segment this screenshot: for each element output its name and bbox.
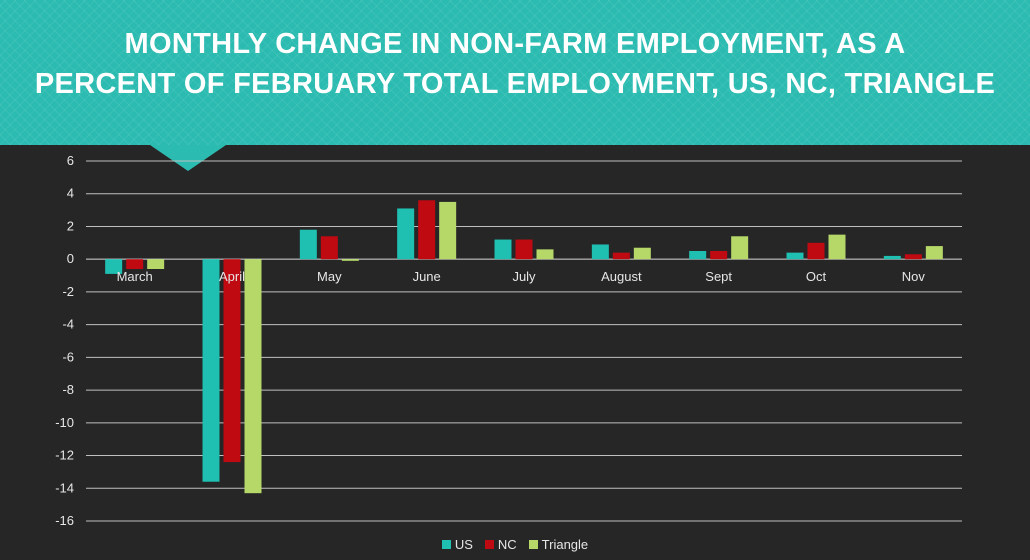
y-tick-label: -10 bbox=[55, 415, 74, 430]
x-category-label: July bbox=[512, 269, 536, 284]
y-tick-label: 0 bbox=[67, 251, 74, 266]
bar-nc-oct bbox=[807, 242, 825, 260]
legend-label: NC bbox=[497, 537, 517, 552]
bar-nc-july bbox=[515, 239, 533, 260]
bar-triangle-april bbox=[244, 259, 262, 494]
y-tick-label: 4 bbox=[67, 186, 74, 201]
y-tick-label: -6 bbox=[62, 349, 74, 364]
bar-nc-april bbox=[223, 259, 241, 463]
y-tick-label: -16 bbox=[55, 513, 74, 528]
bar-nc-august bbox=[612, 252, 630, 260]
legend-swatch bbox=[484, 540, 494, 549]
bar-triangle-oct bbox=[828, 234, 846, 260]
x-category-label: May bbox=[317, 269, 342, 284]
x-category-label: Nov bbox=[902, 269, 926, 284]
bar-triangle-august bbox=[633, 247, 651, 260]
bar-triangle-july bbox=[536, 249, 554, 260]
x-category-label: Oct bbox=[806, 269, 827, 284]
bar-us-march bbox=[105, 259, 123, 274]
legend: US NC Triangle bbox=[0, 537, 1030, 552]
bar-triangle-march bbox=[147, 259, 165, 269]
bar-triangle-sept bbox=[731, 236, 749, 260]
bar-triangle-may bbox=[341, 259, 359, 261]
category-labels: March April May June July August Sept Oct Nov bbox=[117, 269, 926, 284]
bar-triangle-june bbox=[439, 201, 457, 260]
bar-us-nov bbox=[883, 255, 901, 260]
bar-us-april bbox=[202, 259, 220, 482]
legend-label: Triangle bbox=[541, 537, 589, 552]
bar-nc-march bbox=[126, 259, 144, 269]
bars bbox=[105, 200, 943, 494]
x-category-label: June bbox=[413, 269, 441, 284]
y-tick-label: -12 bbox=[55, 448, 74, 463]
title-banner bbox=[0, 0, 1030, 145]
bar-us-june bbox=[397, 208, 415, 260]
x-category-label: April bbox=[219, 269, 245, 284]
x-category-label: Sept bbox=[705, 269, 732, 284]
y-tick-label: 6 bbox=[67, 153, 74, 168]
legend-item-triangle: Triangle bbox=[528, 537, 589, 552]
chart-title-line-2: PERCENT OF FEBRUARY TOTAL EMPLOYMENT, US… bbox=[34, 68, 996, 100]
bar-nc-sept bbox=[710, 251, 728, 260]
bar-nc-june bbox=[418, 200, 436, 260]
chart-title-line-1: MONTHLY CHANGE IN NON-FARM EMPLOYMENT, A… bbox=[124, 28, 906, 60]
y-tick-label: 2 bbox=[67, 218, 74, 233]
x-category-label: March bbox=[117, 269, 153, 284]
bar-nc-nov bbox=[904, 254, 922, 260]
bar-us-oct bbox=[786, 252, 804, 260]
legend-label: US bbox=[454, 537, 473, 552]
legend-item-nc: NC bbox=[484, 537, 517, 552]
y-tick-label: -2 bbox=[62, 284, 74, 299]
bar-nc-may bbox=[320, 236, 338, 260]
bar-us-august bbox=[591, 244, 609, 260]
legend-item-us: US bbox=[441, 537, 473, 552]
legend-swatch bbox=[441, 540, 451, 549]
bar-triangle-nov bbox=[925, 246, 943, 260]
y-axis-ticks: 6 4 2 0 -2 -4 -6 -8 -10 -12 -14 -16 bbox=[55, 153, 74, 528]
y-tick-label: -4 bbox=[62, 317, 74, 332]
bar-us-sept bbox=[689, 251, 707, 260]
chart-title: MONTHLY CHANGE IN NON-FARM EMPLOYMENT, A… bbox=[0, 24, 1030, 104]
y-tick-label: -8 bbox=[62, 382, 74, 397]
banner-notch bbox=[150, 145, 226, 171]
bar-us-may bbox=[299, 229, 317, 260]
y-tick-label: -14 bbox=[55, 480, 74, 495]
legend-swatch bbox=[528, 540, 538, 549]
x-category-label: August bbox=[601, 269, 642, 284]
bar-us-july bbox=[494, 239, 512, 260]
